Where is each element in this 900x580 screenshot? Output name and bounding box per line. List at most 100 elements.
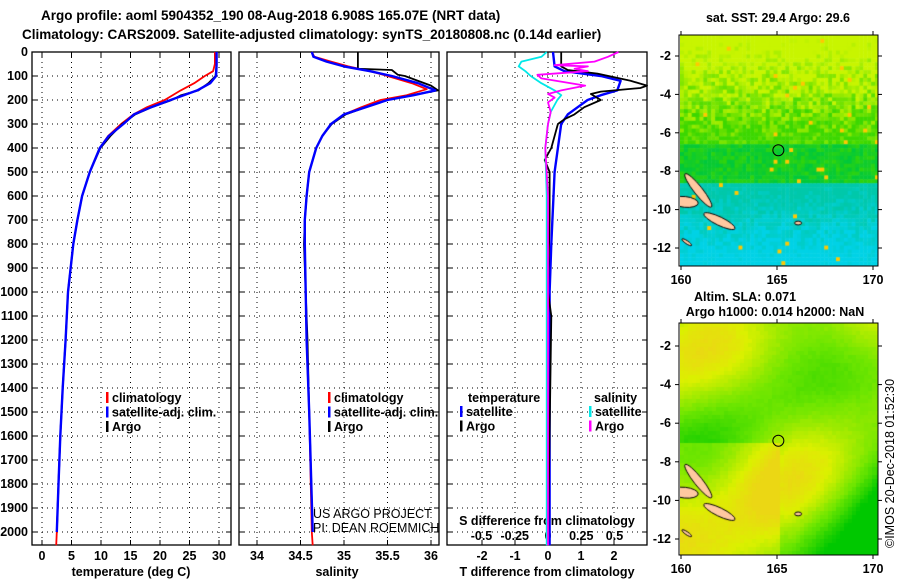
temperature-line-0 xyxy=(55,52,216,546)
difference-line-0 xyxy=(548,51,622,546)
latitude-label: -12 xyxy=(653,532,671,546)
legend-swatch xyxy=(460,420,463,432)
depth-tick-label: 1200 xyxy=(0,333,28,347)
x-tick-label: 15 xyxy=(124,549,138,563)
s-tick-label: -0.25 xyxy=(501,529,530,543)
x-tick-label: 30 xyxy=(212,549,226,563)
legend-swatch xyxy=(328,392,331,403)
latitude-label: -4 xyxy=(660,87,671,101)
latitude-label: -8 xyxy=(660,455,671,469)
x-tick-label: 0 xyxy=(39,549,46,563)
depth-tick-label: 0 xyxy=(21,45,28,59)
longitude-label: 160 xyxy=(671,562,692,576)
t-difference-axis-label: T difference from climatology xyxy=(459,565,634,579)
salinity-line-0 xyxy=(303,51,428,546)
s-tick-label: 0.5 xyxy=(606,529,623,543)
x-tick-label: 25 xyxy=(183,549,197,563)
depth-tick-label: 1900 xyxy=(0,501,28,515)
salinity-axis-label: salinity xyxy=(315,565,358,579)
sla-map-title: Altim. SLA: 0.071 xyxy=(694,290,796,304)
depth-tick-label: 1100 xyxy=(1,309,28,323)
pi-credit: PI: DEAN ROEMMICH xyxy=(313,521,439,535)
sst-map-heatmap xyxy=(680,35,878,266)
depth-tick-label: 400 xyxy=(7,141,28,155)
latitude-label: -12 xyxy=(653,241,671,255)
s-tick-label: -0.5 xyxy=(471,529,493,543)
depth-tick-label: 200 xyxy=(7,93,28,107)
legend-label: Argo xyxy=(595,420,625,434)
sst-map-title: sat. SST: 29.4 Argo: 29.6 xyxy=(706,11,850,25)
temperature-axis-label: temperature (deg C) xyxy=(72,565,191,579)
longitude-label: 165 xyxy=(767,273,788,287)
depth-tick-label: 1700 xyxy=(0,453,28,467)
depth-tick-label: 800 xyxy=(7,237,28,251)
project-credit: US ARGO PROJECT xyxy=(313,507,432,521)
depth-tick-label: 900 xyxy=(7,261,28,275)
x-tick-label: -1 xyxy=(509,549,520,563)
legend-label: satellite-adj. clim. xyxy=(112,406,216,420)
legend-swatch xyxy=(106,421,109,432)
depth-tick-label: 300 xyxy=(7,117,28,131)
salinity-line-1 xyxy=(303,51,437,533)
x-tick-label: 35.5 xyxy=(375,549,399,563)
depth-tick-label: 1500 xyxy=(0,405,28,419)
legend-swatch xyxy=(460,406,463,417)
salinity-plot-frame xyxy=(238,51,440,546)
latitude-label: -10 xyxy=(653,203,671,217)
sst-map-frame xyxy=(678,34,879,267)
depth-tick-label: 700 xyxy=(7,213,28,227)
longitude-label: 165 xyxy=(767,562,788,576)
longitude-label: 160 xyxy=(671,273,692,287)
x-tick-label: -2 xyxy=(476,549,487,563)
difference-line-2 xyxy=(517,51,563,546)
x-tick-label: 34 xyxy=(250,549,264,563)
depth-tick-label: 100 xyxy=(7,69,28,83)
x-tick-label: 35 xyxy=(337,549,351,563)
x-tick-label: 2 xyxy=(611,549,618,563)
title-line-1: Argo profile: aoml 5904352_190 08-Aug-20… xyxy=(41,8,500,23)
depth-tick-label: 600 xyxy=(7,189,28,203)
legend-swatch xyxy=(106,406,109,418)
longitude-label: 170 xyxy=(863,273,884,287)
legend-swatch xyxy=(589,420,592,432)
latitude-label: -8 xyxy=(660,164,671,178)
latitude-label: -2 xyxy=(660,339,671,353)
s-tick-label: 0.25 xyxy=(569,529,593,543)
legend-label: climatology xyxy=(334,391,404,405)
temperature-plot-frame xyxy=(31,51,232,546)
sla-map-subtitle: Argo h1000: 0.014 h2000: NaN xyxy=(686,305,865,319)
temperature-line-1 xyxy=(55,52,218,533)
x-tick-label: 1 xyxy=(578,549,585,563)
latitude-label: -2 xyxy=(660,49,671,63)
x-tick-label: 10 xyxy=(94,549,108,563)
depth-tick-label: 1400 xyxy=(0,381,28,395)
legend-swatch xyxy=(328,406,331,418)
x-tick-label: 36 xyxy=(424,549,438,563)
sla-map-heatmap xyxy=(680,323,878,555)
longitude-label: 170 xyxy=(863,562,884,576)
x-tick-label: 20 xyxy=(153,549,167,563)
legend-label: satellite xyxy=(595,405,642,419)
copyright-stamp: ©IMOS 20-Dec-2018 01:52:30 xyxy=(883,379,897,548)
argo-float-marker xyxy=(772,144,785,157)
legend-label: Argo xyxy=(466,420,496,434)
legend-title-temperature: temperature xyxy=(468,391,540,405)
latitude-label: -10 xyxy=(653,493,671,507)
legend-swatch xyxy=(589,406,592,417)
depth-tick-label: 1300 xyxy=(0,357,28,371)
difference-line-3 xyxy=(536,51,619,546)
latitude-label: -6 xyxy=(660,126,671,140)
x-tick-label: 34.5 xyxy=(288,549,312,563)
sla-map-frame xyxy=(678,322,879,556)
argo-float-marker xyxy=(772,434,785,447)
difference-line-1 xyxy=(543,52,648,546)
depth-tick-label: 1600 xyxy=(0,429,28,443)
legend-label: satellite-adj. clim. xyxy=(334,406,438,420)
x-tick-label: 0 xyxy=(545,549,552,563)
legend-label: Argo xyxy=(334,420,364,434)
legend-label: climatology xyxy=(112,391,182,405)
depth-tick-label: 2000 xyxy=(0,525,28,539)
legend-swatch xyxy=(106,392,109,403)
